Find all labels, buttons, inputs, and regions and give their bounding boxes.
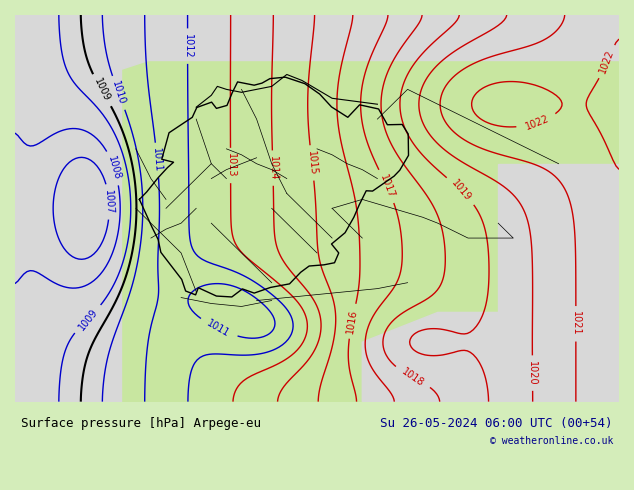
Text: 1009: 1009 (92, 77, 112, 103)
Text: 1007: 1007 (103, 189, 115, 215)
Text: Su 26-05-2024 06:00 UTC (00+54): Su 26-05-2024 06:00 UTC (00+54) (380, 417, 613, 430)
Polygon shape (15, 15, 211, 104)
Text: Surface pressure [hPa] Arpege-eu: Surface pressure [hPa] Arpege-eu (21, 417, 261, 430)
Polygon shape (362, 313, 619, 402)
Text: 1011: 1011 (205, 318, 231, 339)
Polygon shape (15, 15, 60, 402)
Text: 1022: 1022 (524, 114, 550, 132)
Polygon shape (498, 164, 619, 402)
Polygon shape (15, 15, 619, 402)
Text: 1018: 1018 (399, 366, 425, 389)
Text: 1021: 1021 (571, 312, 581, 336)
Polygon shape (15, 15, 619, 60)
Text: 1009: 1009 (76, 306, 100, 332)
Text: © weatheronline.co.uk: © weatheronline.co.uk (489, 437, 613, 446)
Text: 1008: 1008 (106, 155, 122, 181)
Text: 1015: 1015 (306, 150, 318, 175)
Text: 1014: 1014 (268, 156, 278, 180)
Text: 1010: 1010 (110, 80, 127, 106)
Text: 1022: 1022 (598, 49, 616, 75)
Text: 1019: 1019 (450, 178, 473, 203)
Text: 1017: 1017 (378, 173, 396, 199)
Polygon shape (15, 15, 120, 402)
Text: 1012: 1012 (183, 34, 193, 58)
Text: 1016: 1016 (346, 308, 359, 334)
Text: 1020: 1020 (527, 361, 538, 386)
Text: 1013: 1013 (226, 153, 236, 178)
Text: 1011: 1011 (152, 147, 163, 173)
